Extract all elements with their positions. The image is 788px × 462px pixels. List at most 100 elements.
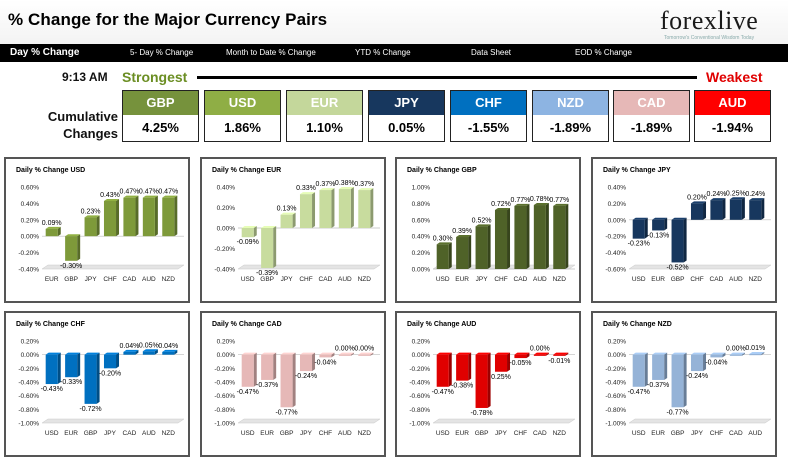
data-label: 0.39%: [452, 228, 472, 235]
bar-top: [103, 352, 120, 355]
data-label: -0.30%: [60, 263, 82, 270]
data-label: -0.72%: [79, 406, 101, 413]
bar-side: [154, 195, 158, 237]
bar-top: [475, 352, 491, 355]
bar: [436, 244, 449, 269]
bar: [690, 203, 704, 220]
bar-top: [436, 352, 452, 355]
x-tick-label: CHF: [514, 430, 527, 437]
bar-top: [729, 352, 745, 355]
bar: [84, 217, 97, 237]
data-label: -0.24%: [686, 373, 708, 380]
currency-card-header: NZD: [533, 91, 608, 115]
bar: [690, 354, 704, 372]
bar: [436, 354, 449, 387]
y-tick-label: 0.20%: [21, 217, 40, 224]
bar-side: [154, 349, 158, 355]
chart-panel-aud: Daily % Change AUD 0.20% 0.00% -0.20% -0.40%…: [395, 311, 581, 457]
bar-side: [703, 352, 707, 372]
x-tick-label: GBP: [671, 430, 685, 437]
y-tick-label: 0.20%: [217, 205, 236, 212]
chart-floor: [628, 264, 772, 270]
currency-card-jpy: JPY 0.05%: [368, 90, 445, 142]
forexlive-logo[interactable]: forexlive Tomorrow's Conventional Wisdom…: [660, 6, 776, 41]
bar-top: [261, 352, 277, 355]
y-tick-label: -0.20%: [409, 366, 430, 373]
x-tick-label: AUD: [748, 430, 762, 437]
y-tick-label: -0.60%: [214, 393, 235, 400]
bar-top: [729, 197, 745, 200]
y-tick-label: -0.60%: [605, 267, 626, 274]
data-label: -0.33%: [60, 379, 82, 386]
currency-card-value: -1.94%: [711, 120, 754, 135]
bar-top: [652, 217, 668, 220]
tab-ytd-change[interactable]: YTD % Change: [355, 48, 411, 57]
tab-day-change[interactable]: Day % Change: [10, 47, 80, 58]
bar-top: [514, 203, 530, 206]
data-label: -0.13%: [647, 232, 669, 239]
bar-top: [494, 207, 511, 210]
data-label: -0.77%: [275, 409, 297, 416]
y-tick-label: -0.80%: [409, 407, 430, 414]
x-tick-label: AUD: [338, 430, 352, 437]
data-label: 0.43%: [100, 192, 120, 199]
bar-top: [533, 352, 549, 355]
bar-side: [370, 352, 374, 356]
x-tick-label: CAD: [123, 430, 137, 437]
currency-card-header: EUR: [287, 91, 362, 115]
data-label: 0.01%: [745, 345, 765, 352]
bar-top: [475, 224, 491, 227]
bar: [319, 354, 332, 358]
currency-card-value: 1.86%: [224, 120, 261, 135]
bar-top: [338, 187, 354, 190]
bar-top: [632, 217, 648, 220]
bar-side: [565, 352, 569, 356]
tab-data-sheet[interactable]: Data Sheet: [471, 48, 512, 57]
y-tick-label: -0.20%: [18, 250, 39, 257]
data-label: 0.33%: [296, 185, 316, 192]
bar-side: [174, 195, 178, 237]
bar-side: [644, 352, 648, 387]
data-label: 0.77%: [510, 197, 530, 204]
x-tick-label: USD: [436, 430, 450, 437]
bar-side: [664, 352, 668, 380]
chart-floor: [41, 264, 185, 270]
data-label: 0.00%: [354, 346, 374, 353]
y-tick-label: 0.00%: [608, 217, 627, 224]
bar: [533, 205, 546, 269]
bar-top: [652, 352, 668, 355]
tab-month-to-date-change[interactable]: Month to Date % Change: [226, 48, 316, 57]
bar: [749, 353, 762, 356]
bar: [103, 200, 117, 237]
bar-top: [103, 198, 120, 201]
bar: [162, 351, 175, 355]
x-tick-label: CHF: [710, 430, 723, 437]
bar-side: [273, 226, 277, 268]
bar: [65, 354, 78, 378]
data-label: 0.20%: [687, 194, 707, 201]
bar: [671, 354, 684, 408]
tab-5-day-change[interactable]: 5- Day % Change: [130, 48, 194, 57]
x-tick-label: CHF: [103, 276, 116, 283]
y-tick-label: 0.60%: [412, 217, 431, 224]
strongest-label: Strongest: [122, 69, 188, 85]
bar: [553, 354, 566, 356]
bar-side: [292, 352, 296, 408]
bar-side: [253, 352, 257, 387]
currency-card-value: -1.55%: [467, 120, 510, 135]
cumulative-changes-label: Cumulative Changes: [18, 108, 118, 142]
chart-svg: 0.20% 0.00% -0.20% -0.40% -0.60% -0.80% -1.00%…: [18, 339, 185, 437]
chart-floor: [628, 418, 772, 424]
chart-svg: 1.00% 0.80% 0.60% 0.40% 0.20% 0.00% 0.30% USD 0.…: [412, 185, 576, 283]
x-tick-label: CHF: [494, 276, 507, 283]
weakest-label: Weakest: [706, 69, 763, 85]
data-label: 0.00%: [335, 346, 355, 353]
tab-eod-change[interactable]: EOD % Change: [575, 48, 632, 57]
chart-title: Daily % Change CHF: [16, 321, 85, 328]
chart-panel-eur: Daily % Change EUR 0.40% 0.20% 0.00% -0.20% -…: [200, 157, 386, 303]
data-label: 0.37%: [354, 181, 374, 188]
bar-side: [370, 188, 374, 228]
x-tick-label: EUR: [64, 430, 78, 437]
bar-top: [358, 352, 374, 355]
chart-svg: 0.60% 0.40% 0.20% 0.00% -0.20% -0.40% 0.09% EUR…: [18, 185, 185, 283]
